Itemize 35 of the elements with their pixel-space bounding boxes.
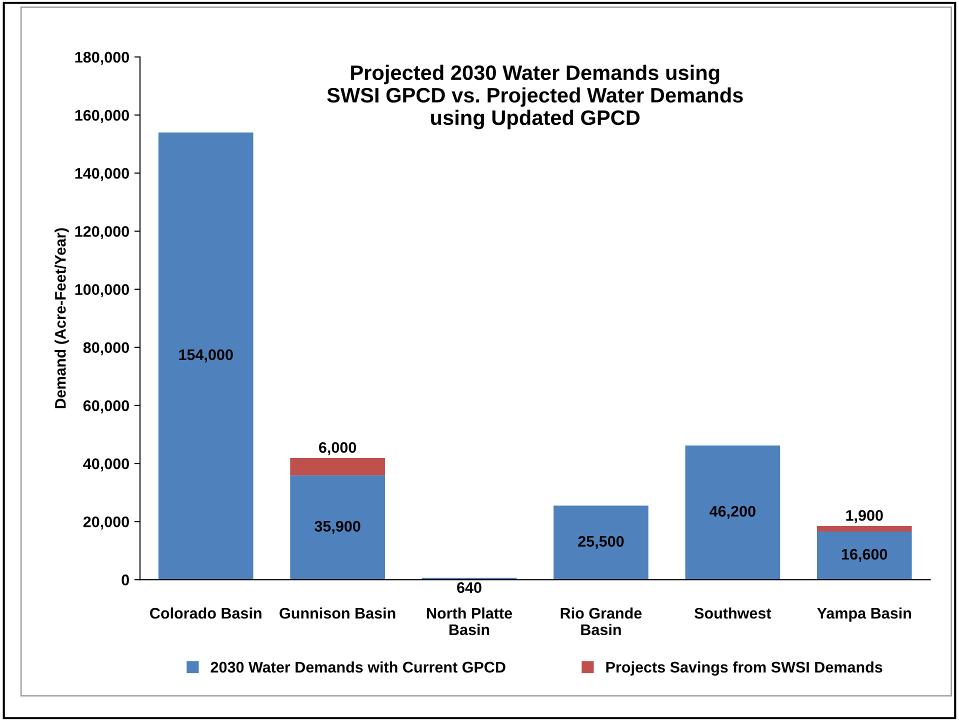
bar bbox=[290, 458, 385, 476]
bar bbox=[816, 531, 912, 580]
bar bbox=[685, 446, 780, 580]
x-tick-label: Southwest bbox=[694, 607, 772, 619]
bar bbox=[554, 506, 648, 580]
legend-label: 2030 Water Demands with Current GPCD bbox=[210, 661, 506, 673]
data-label: 25,500 bbox=[578, 536, 624, 549]
x-tick-label: Rio Grande Basin bbox=[560, 607, 642, 636]
y-tick-label: 60,000 bbox=[83, 400, 129, 414]
bar bbox=[158, 132, 254, 580]
y-tick-label: 160,000 bbox=[75, 110, 129, 123]
legend-label: Projects Savings from SWSI Demands bbox=[606, 661, 882, 676]
bar bbox=[290, 475, 385, 580]
data-label: 46,200 bbox=[710, 506, 756, 519]
y-tick-label: 0 bbox=[122, 574, 129, 586]
x-tick-label: North Platte Basin bbox=[427, 607, 512, 636]
data-label: 1,900 bbox=[846, 510, 883, 524]
data-label: 640 bbox=[457, 582, 482, 593]
data-label: 154,000 bbox=[179, 349, 233, 362]
x-tick-label: Colorado Basin bbox=[150, 607, 262, 619]
x-tick-label: Yampa Basin bbox=[817, 607, 911, 622]
data-label: 16,600 bbox=[842, 548, 888, 562]
x-tick-label: Gunnison Basin bbox=[280, 607, 396, 619]
y-tick-label: 40,000 bbox=[83, 458, 129, 472]
y-tick-label: 120,000 bbox=[75, 226, 129, 240]
bar bbox=[816, 526, 912, 532]
text: Projected 2030 Water Demands using SWSI GPCD vs. Projected Water Demands using Updated GPCD bbox=[327, 64, 743, 130]
y-tick-label: 180,000 bbox=[75, 52, 129, 65]
data-label: 6,000 bbox=[319, 442, 356, 456]
y-tick-label: 100,000 bbox=[75, 284, 129, 298]
y-axis-title: Demand (Acre-Feet/Year) bbox=[54, 228, 69, 408]
y-tick-label: 80,000 bbox=[83, 342, 129, 356]
y-tick-label: 20,000 bbox=[83, 516, 129, 530]
data-label: 35,900 bbox=[314, 520, 360, 534]
y-tick-label: 140,000 bbox=[75, 168, 129, 182]
